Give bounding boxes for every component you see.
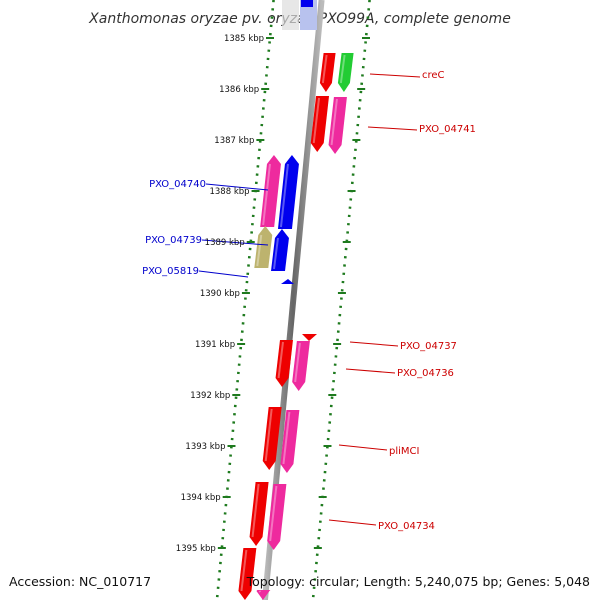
cds-plimci-pink (280, 410, 300, 473)
tick-label: 1385 kbp (224, 34, 264, 44)
left-ruler-track (215, 0, 275, 600)
cds-crec-red (319, 53, 336, 92)
leader-line-pxo-04737 (349, 341, 399, 347)
leader-line-pxo-04736 (345, 368, 396, 374)
leader-line-plimci (338, 444, 388, 451)
cds-pxo05819-blue (281, 279, 294, 284)
leader-line-pxo-05819 (198, 270, 249, 278)
gene-label-pxo-04734[interactable]: PXO_04734 (378, 521, 435, 532)
gene-features (238, 0, 354, 600)
tick-label: 1389 kbp (205, 238, 245, 248)
gene-label-pxo-04741[interactable]: PXO_04741 (419, 124, 476, 135)
cds-pxo04741-red (310, 96, 330, 152)
leader-line-pxo-04734 (328, 519, 377, 526)
gene-label-pxo-04740[interactable]: PXO_04740 (149, 179, 206, 190)
cds-pxo04737-red (275, 340, 293, 387)
tick-label: 1395 kbp (176, 544, 216, 554)
tick-label: 1393 kbp (185, 442, 225, 452)
accession-text: Accession: NC_010717 (9, 574, 151, 589)
gene-labels: creC PXO_04741 PXO_04740 PXO_04739 PXO_05819… (142, 70, 476, 532)
leader-line-crec (369, 73, 421, 78)
cds-small-red-marker (302, 334, 317, 341)
cds-plimci-red (262, 407, 282, 470)
cds-bottom-pink (256, 590, 271, 600)
genome-summary-text: Topology: circular; Length: 5,240,075 bp… (246, 574, 590, 589)
cds-pxo04740-blue (277, 155, 299, 229)
gene-label-plimci[interactable]: pliMCI (389, 446, 419, 457)
gene-label-crec[interactable]: creC (422, 70, 445, 81)
cds-pxo04734-red (249, 482, 269, 546)
gene-label-pxo-05819[interactable]: PXO_05819 (142, 266, 199, 277)
leader-line-pxo-04739 (201, 239, 269, 246)
leader-line-pxo-04740 (205, 183, 269, 191)
position-ticks: 1385 kbp 1386 kbp 1387 kbp 1388 kbp 1389 kbp… (176, 34, 370, 554)
cds-bottom-red (238, 548, 257, 600)
ruler-tracks (215, 0, 371, 600)
gene-label-pxo-04739[interactable]: PXO_04739 (145, 235, 202, 246)
cds-crec-green (337, 53, 354, 92)
cds-partial-top-gray (282, 0, 299, 30)
right-ruler-track (311, 0, 371, 600)
tick-label: 1386 kbp (219, 85, 259, 95)
tick-label: 1392 kbp (190, 391, 230, 401)
cds-pxo04739-khaki (254, 226, 273, 268)
tick-label: 1388 kbp (209, 187, 249, 197)
leader-line-pxo-04741 (367, 126, 418, 131)
tick-label: 1394 kbp (181, 493, 221, 503)
cds-pxo04739-blue (271, 229, 289, 271)
cds-pxo04734-pink (267, 484, 287, 550)
cds-pxo04741-pink (328, 97, 347, 154)
tick-label: 1390 kbp (200, 289, 240, 299)
gene-label-pxo-04736[interactable]: PXO_04736 (397, 368, 454, 379)
cds-partial-top-blue-light (300, 0, 317, 30)
cds-partial-top-blue (301, 0, 313, 7)
tick-label: 1387 kbp (214, 136, 254, 146)
map-title: Xanthomonas oryzae pv. oryzae PXO99A, co… (88, 11, 511, 27)
tick-label: 1391 kbp (195, 340, 235, 350)
gene-label-pxo-04737[interactable]: PXO_04737 (400, 341, 457, 352)
cds-pxo04740-pink (260, 155, 281, 227)
cds-pxo04736-pink (292, 341, 310, 391)
